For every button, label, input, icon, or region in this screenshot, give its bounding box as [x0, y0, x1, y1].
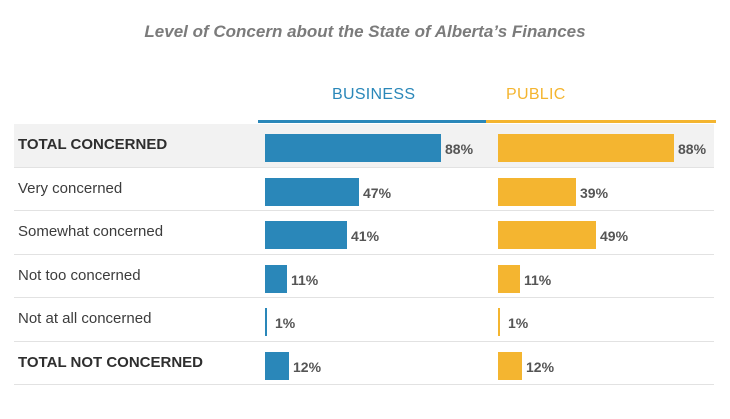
business-header-rule [258, 120, 486, 123]
category-label: TOTAL CONCERNED [18, 136, 168, 153]
public-bar [498, 134, 674, 162]
public-column-header: PUBLIC [506, 86, 566, 103]
chart-rows: TOTAL CONCERNED 88% 88% Very concerned 47% 39… [14, 124, 714, 385]
business-bar [265, 177, 359, 206]
category-label: TOTAL NOT CONCERNED [18, 353, 204, 371]
business-bar [265, 221, 347, 249]
business-bar [265, 308, 267, 336]
public-header-rule [486, 120, 716, 123]
category-label: Not at all concerned [18, 310, 152, 327]
chart-row: Not too concerned 11% 11% [14, 255, 714, 298]
business-bar [265, 264, 287, 293]
business-column-header: BUSINESS [332, 86, 416, 103]
public-value-label: 88% [678, 141, 707, 157]
chart-row: TOTAL CONCERNED 88% 88% [14, 124, 714, 168]
public-value-label: 11% [524, 271, 552, 288]
business-bar [265, 351, 289, 380]
chart-row: TOTAL NOT CONCERNED 12% 12% [14, 342, 714, 385]
business-value-label: 88% [445, 141, 474, 157]
public-value-label: 1% [508, 315, 529, 331]
business-value-label: 12% [293, 358, 322, 375]
public-value-label: 39% [580, 184, 609, 201]
public-bar [498, 177, 576, 206]
business-value-label: 11% [291, 271, 319, 288]
public-bar [498, 308, 500, 336]
category-label: Somewhat concerned [18, 223, 164, 240]
public-value-label: 12% [526, 358, 555, 375]
chart-title: Level of Concern about the State of Albe… [144, 22, 586, 41]
business-value-label: 41% [351, 228, 380, 244]
public-bar [498, 351, 522, 380]
chart-row: Very concerned 47% 39% [14, 168, 714, 211]
business-value-label: 47% [363, 184, 392, 201]
chart-row: Somewhat concerned 41% 49% [14, 211, 714, 255]
public-bar [498, 264, 520, 293]
category-label: Not too concerned [18, 266, 141, 284]
business-value-label: 1% [275, 315, 296, 331]
public-bar [498, 221, 596, 249]
category-label: Very concerned [18, 179, 123, 197]
public-value-label: 49% [600, 228, 629, 244]
business-bar [265, 134, 441, 162]
chart-row: Not at all concerned 1% 1% [14, 298, 714, 342]
